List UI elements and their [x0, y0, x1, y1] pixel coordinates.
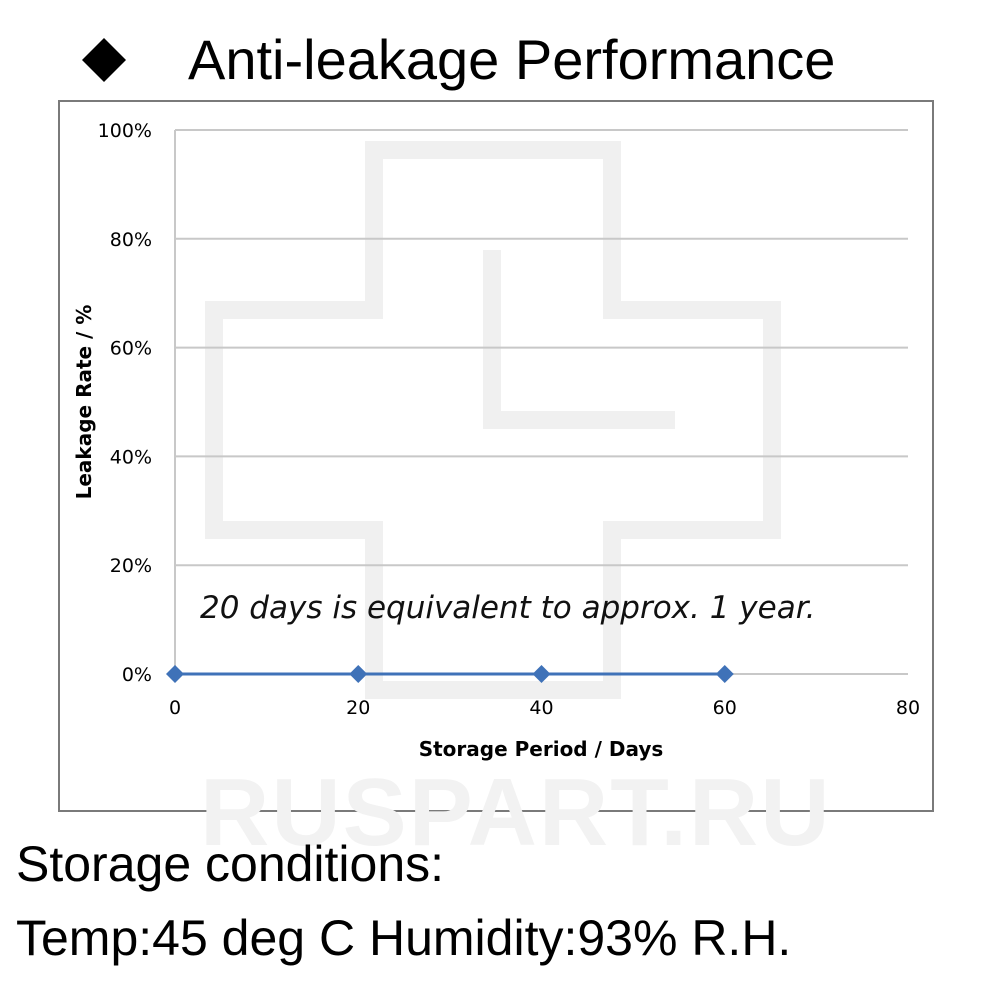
x-tick-label: 60 — [713, 697, 737, 719]
page-title: Anti-leakage Performance — [188, 28, 836, 91]
data-point-marker — [532, 665, 551, 683]
y-tick-label: 100% — [98, 120, 152, 142]
watermark-cross — [205, 141, 781, 699]
data-point-marker — [166, 665, 184, 683]
y-tick-label: 60% — [110, 338, 152, 360]
y-tick-label: 40% — [110, 446, 152, 468]
y-axis-label: Leakage Rate / % — [72, 305, 96, 500]
x-tick-label: 20 — [346, 697, 370, 719]
y-tick-label: 80% — [110, 229, 152, 251]
data-point-marker — [349, 665, 368, 683]
y-tick-label: 20% — [110, 555, 152, 577]
x-tick-label: 80 — [896, 697, 920, 719]
chart-frame — [58, 100, 934, 812]
diamond-bullet-icon — [82, 38, 126, 82]
x-tick-label: 0 — [169, 697, 181, 719]
data-point-marker — [715, 665, 734, 683]
conditions-details: Temp:45 deg C Humidity:93% R.H. — [16, 910, 792, 966]
y-tick-label: 0% — [122, 664, 152, 686]
x-axis-label: Storage Period / Days — [419, 737, 664, 761]
conditions-heading: Storage conditions: — [16, 836, 445, 892]
x-tick-label: 40 — [529, 697, 553, 719]
chart-annotation: 20 days is equivalent to approx. 1 year. — [200, 590, 816, 626]
watermark-text: RUSPART.RU — [200, 759, 832, 866]
